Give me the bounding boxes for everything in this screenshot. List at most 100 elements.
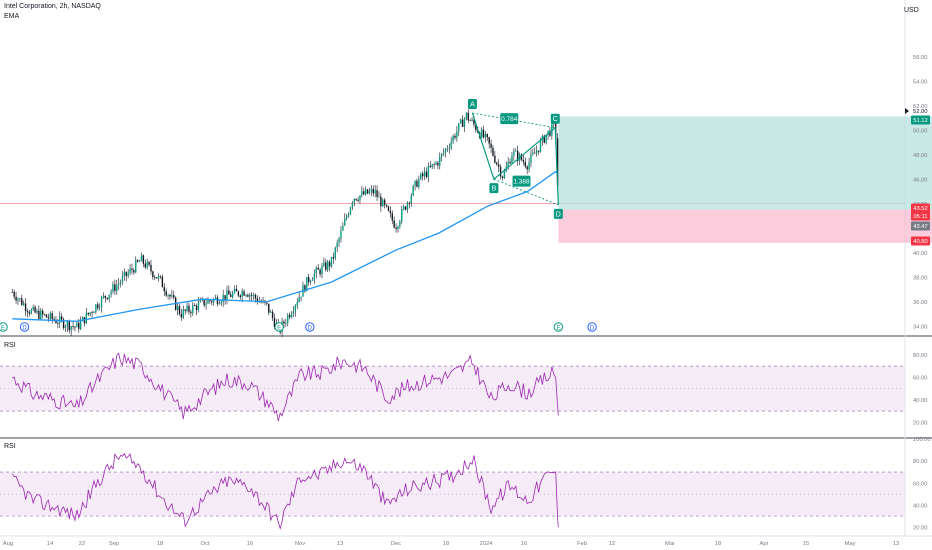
time-tick-label: Mar xyxy=(665,541,675,547)
ema-series xyxy=(12,170,559,322)
candle-body xyxy=(197,302,200,310)
position-target-zone[interactable] xyxy=(558,116,932,210)
pattern-point-label: B xyxy=(492,186,497,193)
price-tick-label: 56.00 xyxy=(913,55,928,61)
candle-body xyxy=(216,297,219,305)
candle-body xyxy=(250,294,253,296)
event-marker-d[interactable] xyxy=(587,322,597,332)
candle-body xyxy=(211,301,213,303)
candle-body xyxy=(340,230,342,239)
candle-body xyxy=(319,269,321,275)
pattern-point-c[interactable] xyxy=(550,113,560,124)
candle-body xyxy=(114,284,116,292)
candle-body xyxy=(471,119,473,121)
event-marker-e[interactable] xyxy=(553,322,564,332)
harmonic-pattern[interactable]: A B C D 0.784 1.388 xyxy=(467,98,563,219)
price-tick-label: 40.00 xyxy=(913,251,928,257)
candle-body xyxy=(26,311,29,313)
event-marker-d[interactable] xyxy=(305,322,315,332)
candle-body xyxy=(509,161,511,164)
candle-body xyxy=(431,164,433,168)
candle-body xyxy=(165,291,167,296)
candle-body xyxy=(338,238,340,243)
candle-body xyxy=(423,171,426,177)
position-stop-zone[interactable] xyxy=(558,209,932,243)
event-marker-label: E xyxy=(277,325,281,331)
price-tick-label: 48.00 xyxy=(913,153,928,159)
candle-body xyxy=(268,303,270,313)
pattern-legs[interactable] xyxy=(471,112,559,205)
time-tick-label: Apr xyxy=(759,541,768,547)
pattern-point-a[interactable] xyxy=(467,98,477,109)
price-tick-label: 46.00 xyxy=(913,177,928,183)
candle-body xyxy=(520,154,523,160)
rsi-tick-label: 40.00 xyxy=(913,398,928,404)
time-tick-label: May xyxy=(845,541,856,547)
candle-body xyxy=(433,164,435,166)
candle-body xyxy=(543,135,545,143)
candle-body xyxy=(53,318,55,321)
candle-body xyxy=(444,148,447,153)
price-pointer xyxy=(905,108,909,114)
candle-body xyxy=(475,124,477,131)
event-marker-e[interactable] xyxy=(0,322,8,332)
candle-body xyxy=(28,312,31,314)
candle-body xyxy=(294,305,297,312)
candle-body xyxy=(366,189,369,194)
candle-body xyxy=(212,298,215,303)
candle-body xyxy=(11,291,13,293)
candle-body xyxy=(437,162,439,166)
candle-body xyxy=(57,323,59,324)
candle-body xyxy=(207,300,209,304)
candle-body xyxy=(171,295,173,297)
candle-body xyxy=(169,294,171,297)
candle-body xyxy=(421,173,424,177)
candle-body xyxy=(492,147,494,156)
candle-body xyxy=(97,304,99,309)
candle-body xyxy=(129,268,131,273)
candle-body xyxy=(138,261,141,263)
candle-body xyxy=(383,199,386,205)
event-marker-e[interactable] xyxy=(274,322,284,332)
price-badge-label: 52.00 xyxy=(913,109,928,115)
candle-body xyxy=(30,309,32,314)
candle-body xyxy=(334,247,336,259)
rsi-panel-2-title: RSI xyxy=(4,443,16,450)
candle-body xyxy=(408,202,411,204)
event-marker-d[interactable] xyxy=(19,322,30,332)
candle-body xyxy=(140,255,143,262)
candle-body xyxy=(545,134,547,143)
pattern-point-b[interactable] xyxy=(489,183,499,194)
time-tick-label: 2024 xyxy=(480,541,494,547)
event-marker-label: D xyxy=(308,325,313,331)
candle-body xyxy=(47,317,50,319)
candle-body xyxy=(190,311,192,314)
pattern-ratio-badge xyxy=(500,113,519,125)
candle-body xyxy=(547,130,549,135)
long-position-tool[interactable] xyxy=(558,116,932,243)
candle-body xyxy=(532,152,534,155)
candle-body xyxy=(64,326,67,329)
price-badge-label: 40.80 xyxy=(913,239,928,245)
candle-body xyxy=(391,213,393,221)
candle-body xyxy=(95,304,97,312)
candle-body xyxy=(342,225,344,231)
pattern-point-d[interactable] xyxy=(553,208,563,219)
candle-body xyxy=(55,320,57,324)
candle-body xyxy=(516,150,519,161)
price-tick-label: 34.00 xyxy=(913,324,928,330)
candlestick-series xyxy=(11,109,559,338)
candle-body xyxy=(304,285,306,292)
rsi-tick-label: 80.00 xyxy=(913,353,928,359)
rsi-tick-label: 20.00 xyxy=(913,525,928,531)
candle-body xyxy=(131,268,133,271)
candle-body xyxy=(220,302,222,304)
candle-body xyxy=(218,303,221,305)
candle-body xyxy=(494,155,496,163)
candle-body xyxy=(87,312,89,315)
candle-body xyxy=(556,138,559,186)
candle-body xyxy=(155,277,158,279)
